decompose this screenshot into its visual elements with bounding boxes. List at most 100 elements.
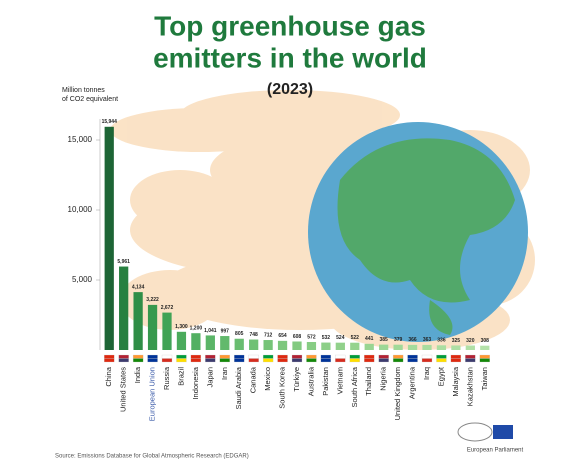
value-label: 363 [423,337,432,343]
flag [118,354,129,359]
flag [118,358,129,363]
bar [465,345,475,350]
x-tick-label: South Korea [278,366,287,409]
value-label: 308 [481,338,490,344]
flag [277,358,288,363]
y-tick-label: 5,000 [72,275,93,284]
x-tick-label: United Kingdom [393,367,402,420]
flag [132,354,144,359]
bar [162,312,172,350]
flag [479,354,490,359]
value-label: 366 [408,337,417,343]
flag [349,354,360,359]
value-label: 3,222 [146,297,159,303]
flag [407,358,418,363]
value-label: 1,041 [204,328,217,334]
value-label: 320 [466,338,475,344]
flag [147,354,158,359]
x-tick-label: Australia [306,366,315,396]
value-label: 1,300 [175,324,188,330]
bar [147,304,158,350]
flag [364,354,375,359]
flag [436,354,447,359]
y-axis-label: of CO2 equivalent [62,96,118,103]
x-tick-label: Russia [162,366,171,390]
bar [393,344,403,350]
flag [436,358,447,363]
value-label: 532 [322,335,331,341]
chart-subtitle: (2023) [267,81,313,98]
value-label: 654 [278,333,287,339]
flag [378,358,389,363]
bar [451,345,461,350]
bar [306,341,317,350]
x-tick-label: European Union [148,367,157,421]
flag [392,354,404,359]
flag [335,354,346,359]
flag [219,358,230,363]
bar [321,342,331,350]
value-label: 748 [249,332,258,338]
x-tick-label: Brazil [176,367,185,386]
x-tick-label: Vietnam [335,367,344,394]
flag [320,358,332,363]
flag [205,358,216,363]
flag [248,358,259,363]
bar [249,339,259,350]
bar [176,331,187,350]
value-label: 379 [394,337,403,343]
globe [308,122,528,342]
flag [234,358,245,363]
flag [234,354,245,359]
flag [479,358,490,363]
flag [147,358,158,363]
flag [104,354,115,359]
bar [191,333,201,350]
flag [421,354,433,359]
bar [277,340,288,350]
logo [457,422,513,442]
flag [465,354,476,359]
x-tick-label: Iran [220,367,229,380]
x-tick-label: Malaysia [451,366,460,396]
flag [291,354,303,359]
flag [335,358,346,363]
bar [364,343,374,350]
flag [465,358,476,363]
x-tick-label: Canada [249,366,258,393]
value-label: 15,944 [102,119,118,125]
y-tick-label: 10,000 [68,205,93,214]
value-label: 522 [351,335,360,341]
bar [234,338,244,350]
x-tick-label: Japan [205,367,214,387]
value-label: 441 [365,336,374,342]
flag [277,354,288,359]
x-tick-label: Nigeria [379,366,388,391]
bar [133,292,143,350]
bar [379,344,389,350]
x-tick-label: Türkiye [292,367,301,392]
bar [480,345,490,350]
x-tick-label: South Africa [350,366,359,407]
flag [291,358,303,363]
flag [104,358,115,363]
x-tick-label: India [133,366,142,383]
flag [219,354,230,359]
bar [220,336,230,350]
x-tick-label: Indonesia [191,366,200,399]
flag [205,354,216,359]
x-tick-label: Thailand [364,367,373,396]
value-label: 524 [336,335,345,341]
flag [364,358,375,363]
value-label: 1,200 [190,326,203,332]
flag [349,358,360,363]
x-tick-label: Mexico [263,367,272,391]
flag [320,354,332,359]
bar [104,126,114,350]
x-tick-label: China [104,366,113,386]
flag [450,358,462,363]
flag [306,358,317,363]
x-tick-label: Argentina [408,366,417,399]
value-label: 997 [221,328,230,334]
